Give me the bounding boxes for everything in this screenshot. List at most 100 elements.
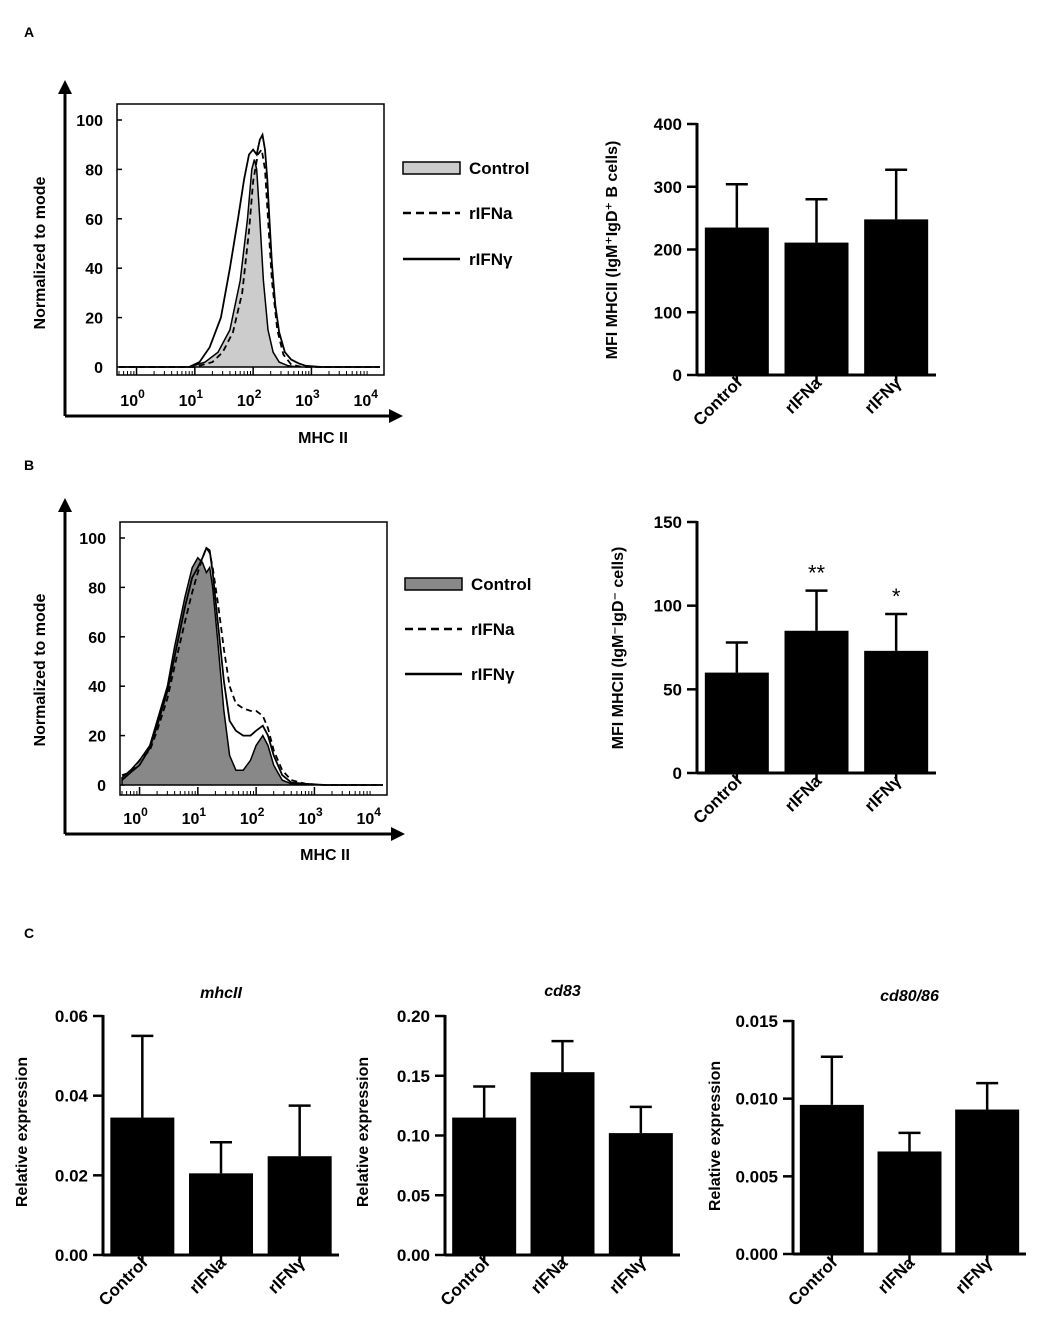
- y-tick-label: 100: [654, 303, 682, 322]
- y-tick-label: 60: [85, 212, 103, 229]
- x-tick-label: 104: [353, 387, 378, 410]
- legend-label-control: Control: [469, 159, 529, 178]
- x-tick-exponent: 3: [316, 805, 323, 819]
- series-control: [121, 556, 383, 786]
- y-tick-label: 0.05: [397, 1186, 430, 1205]
- x-tick-exponent: 4: [374, 805, 381, 819]
- y-tick-label: 200: [654, 241, 682, 260]
- y-tick-label: 0.000: [735, 1245, 778, 1264]
- x-tick-base: 10: [298, 811, 316, 828]
- x-tick-label: rIFNa: [527, 1253, 572, 1298]
- y-axis-label: Relative expression: [355, 1057, 372, 1207]
- x-tick-label: 103: [295, 387, 320, 410]
- y-tick-label: 0.00: [55, 1246, 88, 1265]
- y-tick-label: 20: [85, 311, 103, 328]
- x-tick-exponent: 0: [138, 387, 145, 401]
- panel-label-c: C: [24, 925, 34, 941]
- bar-control: [704, 672, 769, 773]
- series-rifna: [119, 147, 380, 368]
- x-tick-base: 10: [237, 393, 255, 410]
- x-tick-label: rIFNa: [874, 1253, 919, 1298]
- y-tick-label: 0.06: [55, 1007, 88, 1026]
- chart-title: mhcII: [200, 985, 242, 1002]
- significance-marker: *: [892, 584, 901, 609]
- y-tick-label: 0: [94, 360, 103, 377]
- bar-rifna: [530, 1072, 595, 1255]
- x-tick-label: Control: [689, 373, 745, 429]
- series-control: [119, 159, 380, 368]
- y-axis-label: MFI MHCII (IgM⁺IgD⁺ B cells): [604, 141, 621, 360]
- x-tick-exponent: 1: [196, 387, 203, 401]
- y-tick-label: 150: [654, 513, 682, 532]
- y-axis-label: Normalized to mode: [32, 593, 49, 746]
- y-tick-label: 0.015: [735, 1012, 778, 1031]
- y-axis-label: Relative expression: [14, 1057, 31, 1207]
- bar-chart-mhcii: 0.00 0.02 0.04 0.06 Relative expression mhcII…: [14, 985, 339, 1310]
- bar-control: [799, 1104, 864, 1254]
- legend-swatch-control: [402, 161, 461, 175]
- bar-rifna: [877, 1151, 942, 1254]
- y-tick-label: 50: [663, 680, 682, 699]
- x-tick-base: 10: [295, 393, 313, 410]
- bar-chart-cd83: 0.00 0.05 0.10 0.15 0.20 Relative expression c…: [355, 983, 680, 1310]
- y-tick-label: 0: [97, 778, 106, 795]
- x-tick-base: 10: [356, 811, 374, 828]
- x-tick-label: 102: [237, 387, 262, 410]
- series-rifn: [119, 132, 380, 368]
- x-axis-label: MHC II: [298, 430, 348, 447]
- x-tick-exponent: 0: [141, 805, 148, 819]
- y-tick-label: 0.15: [397, 1067, 430, 1086]
- bar-chart-a: 0 100 200 300 400 MFI MHCII (IgM⁺IgD⁺ B cells…: [604, 115, 936, 430]
- x-tick-label: rIFNa: [781, 373, 826, 418]
- x-tick-label: rIFNγ: [952, 1253, 997, 1298]
- legend-label-rifn: rIFNγ: [469, 250, 513, 269]
- x-tick-label: rIFNa: [781, 771, 826, 816]
- y-tick-label: 20: [88, 729, 106, 746]
- significance-marker: **: [808, 561, 826, 586]
- x-tick-base: 10: [179, 393, 197, 410]
- x-tick-label: rIFNγ: [861, 771, 906, 816]
- x-axis-label: MHC II: [300, 847, 350, 864]
- legend-swatch-control: [404, 577, 463, 591]
- bar-control: [452, 1117, 517, 1255]
- y-tick-label: 0.005: [735, 1167, 778, 1186]
- y-tick-label: 0.04: [55, 1087, 89, 1106]
- x-tick-exponent: 1: [199, 805, 206, 819]
- bar-rifn: [864, 650, 929, 773]
- y-tick-label: 100: [79, 531, 106, 548]
- bar-rifn: [608, 1133, 673, 1255]
- y-tick-label: 0: [673, 366, 682, 385]
- x-axis-arrow-head: [389, 409, 403, 423]
- x-tick-label: 100: [123, 805, 148, 828]
- x-tick-label: Control: [95, 1253, 151, 1309]
- x-tick-label: rIFNγ: [861, 373, 906, 418]
- x-tick-base: 10: [240, 811, 258, 828]
- y-tick-label: 0.20: [397, 1007, 430, 1026]
- y-tick-label: 0: [673, 764, 682, 783]
- bar-rifn: [955, 1109, 1020, 1254]
- y-tick-label: 60: [88, 630, 106, 647]
- legend-label-control: Control: [471, 575, 531, 594]
- y-tick-label: 100: [654, 597, 682, 616]
- y-tick-label: 0.00: [397, 1246, 430, 1265]
- x-tick-base: 10: [120, 393, 138, 410]
- panel-label-b: B: [24, 457, 34, 473]
- bar-rifna: [784, 630, 849, 773]
- y-tick-label: 80: [85, 162, 103, 179]
- panel-label-a: A: [24, 24, 34, 40]
- bar-rifna: [784, 242, 849, 375]
- series-rifna: [121, 545, 383, 786]
- y-axis-label: Relative expression: [707, 1061, 724, 1211]
- x-tick-label: 101: [179, 387, 204, 410]
- x-tick-label: 103: [298, 805, 323, 828]
- legend-label-rifna: rIFNa: [471, 620, 515, 639]
- legend-label-rifn: rIFNγ: [471, 665, 515, 684]
- x-tick-label: 100: [120, 387, 145, 410]
- y-tick-label: 0.10: [397, 1127, 430, 1146]
- series-rifn: [121, 546, 383, 786]
- y-tick-label: 80: [88, 580, 106, 597]
- x-tick-label: 104: [356, 805, 381, 828]
